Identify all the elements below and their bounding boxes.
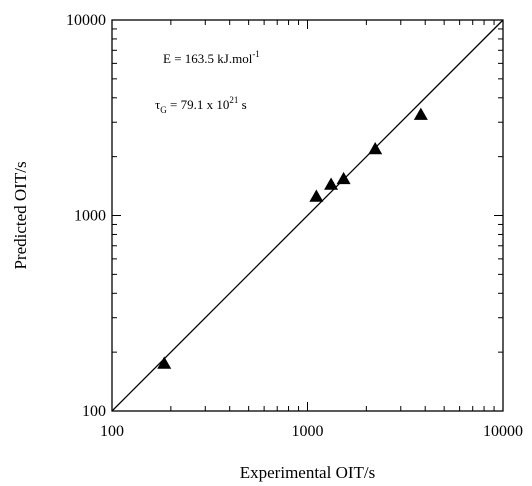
data-point-triangle (157, 356, 172, 369)
y-tick-label: 100 (82, 403, 106, 420)
data-points (157, 107, 428, 369)
y-tick-label: 1000 (74, 208, 106, 225)
activation-energy-annotation: E = 163.5 kJ.mol-1 (163, 49, 260, 66)
x-tick-label: 100 (100, 423, 124, 440)
data-point-triangle (413, 107, 428, 120)
tau-annotation: τG = 79.1 x 1021 s (155, 95, 247, 115)
energy-text: E = 163.5 kJ.mol (163, 51, 253, 66)
axis-tick-labels: 100 1000 10000 100 1000 10000 (66, 12, 523, 440)
data-point-triangle (309, 189, 324, 202)
y-axis-title: Predicted OIT/s (11, 161, 30, 269)
x-tick-label: 10000 (483, 423, 523, 440)
energy-exponent: -1 (252, 49, 260, 59)
reference-line-y-equals-x (111, 19, 504, 412)
tau-symbol: τ (155, 97, 160, 112)
tau-subscript: G (160, 105, 167, 115)
x-axis-title: Experimental OIT/s (240, 463, 376, 482)
data-point-triangle (368, 141, 383, 155)
x-tick-label: 1000 (292, 423, 324, 440)
axis-ticks (112, 20, 503, 411)
tau-value: = 79.1 x 10 (167, 97, 230, 112)
y-tick-label: 10000 (66, 12, 106, 29)
data-point-triangle (336, 171, 351, 185)
data-point-triangle (324, 177, 339, 190)
tau-unit: s (238, 97, 246, 112)
tau-exponent: 21 (229, 95, 238, 105)
